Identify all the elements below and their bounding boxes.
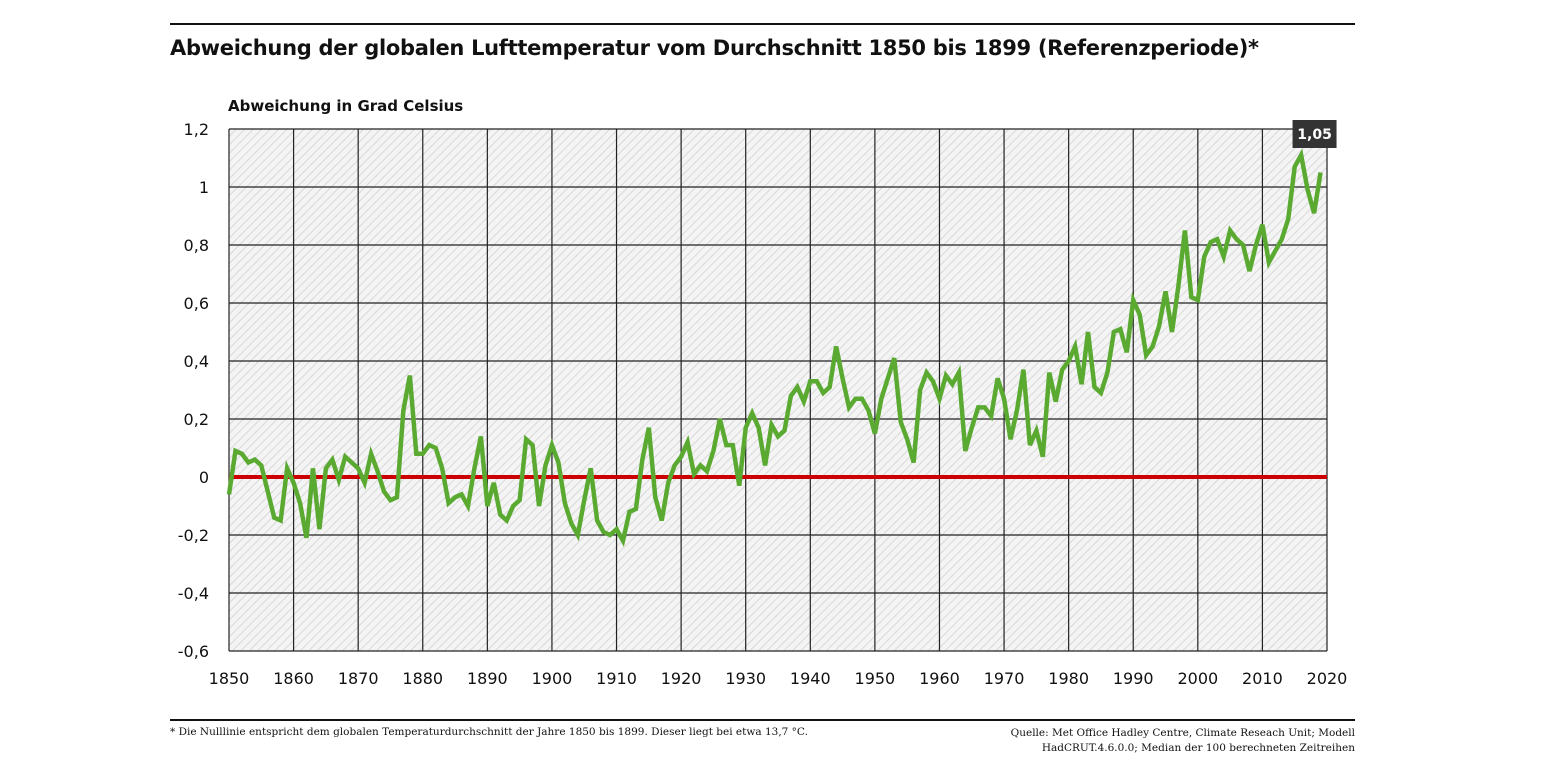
x-tick-label: 1970 bbox=[984, 669, 1025, 688]
top-rule bbox=[170, 23, 1355, 25]
x-tick-label: 1920 bbox=[661, 669, 702, 688]
x-tick-label: 1860 bbox=[273, 669, 314, 688]
chart-title: Abweichung der globalen Lufttemperatur v… bbox=[170, 36, 1259, 60]
x-tick-label: 1950 bbox=[855, 669, 896, 688]
y-tick-label: 0,2 bbox=[184, 410, 209, 429]
y-tick-label: 0,6 bbox=[184, 294, 209, 313]
x-tick-label: 2000 bbox=[1177, 669, 1218, 688]
x-tick-label: 1990 bbox=[1113, 669, 1154, 688]
x-tick-label: 2020 bbox=[1307, 669, 1348, 688]
y-tick-label: -0,6 bbox=[178, 642, 209, 661]
x-tick-label: 1880 bbox=[402, 669, 443, 688]
source-note: Quelle: Met Office Hadley Centre, Climat… bbox=[1011, 726, 1355, 756]
y-tick-label: 0,4 bbox=[184, 352, 209, 371]
x-tick-label: 1960 bbox=[919, 669, 960, 688]
y-tick-label: 1,2 bbox=[184, 120, 209, 139]
source-line-2: HadCRUT.4.6.0.0; Median der 100 berechne… bbox=[1041, 742, 1355, 754]
y-tick-label: 0 bbox=[199, 468, 209, 487]
x-tick-label: 1980 bbox=[1048, 669, 1089, 688]
x-tick-label: 1900 bbox=[532, 669, 573, 688]
annotation-label: 1,05 bbox=[1292, 120, 1337, 148]
y-tick-label: 0,8 bbox=[184, 236, 209, 255]
y-tick-label: -0,2 bbox=[178, 526, 209, 545]
annotation-text: 1,05 bbox=[1297, 127, 1332, 143]
y-axis-label: Abweichung in Grad Celsius bbox=[228, 97, 464, 115]
y-tick-label: -0,4 bbox=[178, 584, 209, 603]
x-tick-label: 2010 bbox=[1242, 669, 1283, 688]
y-tick-label: 1 bbox=[199, 178, 209, 197]
footnote: * Die Nulllinie entspricht dem globalen … bbox=[170, 726, 808, 738]
bottom-rule bbox=[170, 719, 1355, 721]
plot-area bbox=[229, 129, 1327, 651]
x-tick-label: 1870 bbox=[338, 669, 379, 688]
x-tick-label: 1850 bbox=[209, 669, 250, 688]
annotation-box bbox=[1292, 120, 1337, 148]
x-tick-label: 1910 bbox=[596, 669, 637, 688]
x-tick-label: 1890 bbox=[467, 669, 508, 688]
x-tick-label: 1940 bbox=[790, 669, 831, 688]
source-line-1: Quelle: Met Office Hadley Centre, Climat… bbox=[1010, 727, 1355, 739]
x-tick-label: 1930 bbox=[725, 669, 766, 688]
temperature-anomaly-line bbox=[226, 148, 1323, 548]
